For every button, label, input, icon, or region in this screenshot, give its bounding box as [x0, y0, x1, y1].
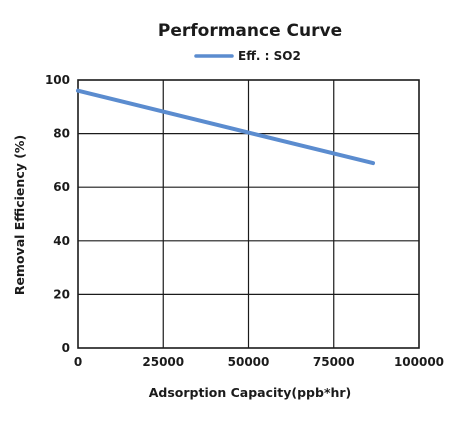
series-line-eff-so2 [76, 88, 375, 166]
legend: Eff. : SO2 [194, 49, 301, 63]
y-tick-label: 60 [53, 180, 70, 194]
y-tick-label: 80 [53, 127, 70, 141]
x-tick-label: 0 [74, 355, 82, 369]
x-tick-label: 100000 [394, 355, 444, 369]
chart-title: Performance Curve [158, 21, 342, 41]
grid [77, 79, 420, 349]
x-tick-label: 25000 [142, 355, 184, 369]
x-axis-label: Adsorption Capacity(ppb*hr) [149, 385, 352, 400]
y-tick-label: 20 [53, 287, 70, 301]
legend-label-eff-so2: Eff. : SO2 [238, 49, 301, 63]
x-tick-label: 50000 [228, 355, 270, 369]
series-layer [76, 88, 375, 166]
x-tick-label: 75000 [313, 355, 355, 369]
y-axis-label: Removal Efficiency (%) [12, 135, 27, 295]
y-tick-label: 40 [53, 234, 70, 248]
axis-ticks: 0 25000 50000 75000 100000 0 20 40 60 80 100 [45, 73, 444, 369]
y-tick-label: 100 [45, 73, 70, 87]
y-tick-label: 0 [62, 341, 70, 355]
